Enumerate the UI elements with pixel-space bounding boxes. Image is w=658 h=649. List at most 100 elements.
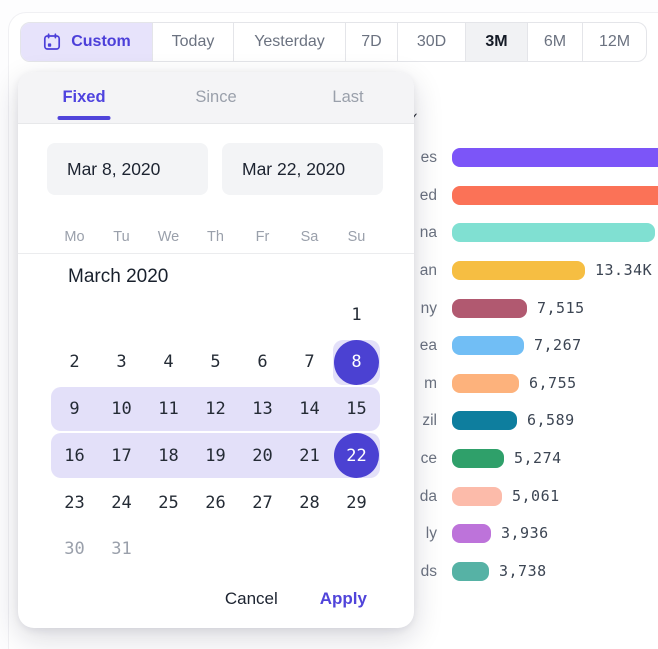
calendar-day-10[interactable]: 10 — [111, 398, 132, 419]
calendar-day-23[interactable]: 23 — [64, 492, 85, 513]
range-option-label: Yesterday — [254, 33, 325, 50]
range-option-label: 12M — [598, 33, 631, 50]
picker-footer: Cancel Apply — [225, 589, 367, 609]
active-tab-underline — [57, 116, 111, 120]
chart-category-label: an — [419, 262, 437, 279]
calendar-icon — [44, 33, 61, 50]
calendar-day-21[interactable]: 21 — [299, 445, 320, 466]
chart-value-label: 3,936 — [501, 524, 549, 542]
calendar-day-2[interactable]: 2 — [69, 352, 80, 373]
range-option-12m[interactable]: 12M — [583, 23, 646, 61]
range-option-today[interactable]: Today — [153, 23, 234, 61]
date-picker-popup: Fixed Since Last Mar 8, 2020 Mar 22, 2020 … — [18, 72, 414, 628]
chart-bar — [452, 223, 655, 242]
chart-bar — [452, 524, 491, 543]
chart-category-label: ed — [419, 187, 437, 204]
picker-tab-last[interactable]: Last — [282, 72, 414, 123]
chart-category-label: ds — [420, 563, 437, 580]
calendar-day-8[interactable]: 8 — [334, 339, 379, 385]
divider — [18, 253, 414, 254]
chart-category-label: m — [424, 375, 437, 392]
calendar-day-1[interactable]: 1 — [351, 305, 362, 326]
range-option-label: Today — [171, 33, 215, 50]
calendar-week: 16 17 18 19 20 21 22 — [51, 432, 380, 479]
range-option-7d[interactable]: 7D — [346, 23, 398, 61]
range-option-yesterday[interactable]: Yesterday — [234, 23, 346, 61]
chart-value-label: 3,738 — [499, 562, 547, 580]
calendar-day-11[interactable]: 11 — [158, 398, 179, 419]
weekday-header-row: Mo Tu We Th Fr Sa Su — [51, 229, 380, 245]
calendar-week: 23 24 25 26 27 28 29 — [51, 479, 380, 526]
chart-value-label: 13.34K — [595, 261, 653, 279]
selected-range-band — [51, 433, 380, 479]
calendar-day-6[interactable]: 6 — [257, 352, 268, 373]
range-option-30d[interactable]: 30D — [398, 23, 466, 61]
weekday-header: Mo — [64, 229, 85, 245]
picker-tab-label: Since — [195, 88, 237, 106]
calendar-day-29[interactable]: 29 — [346, 492, 367, 513]
chart-value-label: 6,755 — [529, 374, 577, 392]
calendar-day-26[interactable]: 26 — [205, 492, 226, 513]
chart-category-label: ny — [420, 300, 437, 317]
calendar-day-27[interactable]: 27 — [252, 492, 273, 513]
weekday-header: Su — [347, 229, 366, 245]
chart-value-label: 6,589 — [527, 411, 575, 429]
calendar-day-9[interactable]: 9 — [69, 398, 80, 419]
start-date-input[interactable]: Mar 8, 2020 — [47, 143, 208, 195]
picker-tab-since[interactable]: Since — [150, 72, 282, 123]
chart-bar — [452, 336, 524, 355]
chart-bar — [452, 487, 502, 506]
month-title: March 2020 — [68, 266, 169, 287]
range-option-label: 30D — [416, 33, 447, 50]
calendar-day-28[interactable]: 28 — [299, 492, 320, 513]
calendar-week: 9 10 11 12 13 14 15 — [51, 386, 380, 433]
calendar-day-22[interactable]: 22 — [334, 433, 379, 479]
calendar-grid: 1 2 3 4 5 6 7 8 9 10 11 12 13 14 15 16 17 18 19 20 21 22 23 24 2… — [51, 292, 380, 573]
calendar-day-14[interactable]: 14 — [299, 398, 320, 419]
chart-category-label: zil — [422, 412, 437, 429]
chart-category-label: da — [419, 488, 437, 505]
calendar-day-13[interactable]: 13 — [252, 398, 273, 419]
calendar-day-5[interactable]: 5 — [210, 352, 221, 373]
chart-bar — [452, 374, 519, 393]
range-option-custom[interactable]: Custom — [21, 23, 153, 61]
range-option-label: Custom — [71, 33, 131, 50]
picker-tab-fixed[interactable]: Fixed — [18, 72, 150, 123]
chart-value-label: 5,061 — [512, 487, 560, 505]
chart-category-label: na — [419, 224, 437, 241]
calendar-day-7[interactable]: 7 — [304, 352, 315, 373]
chart-value-label: 7,515 — [537, 299, 585, 317]
calendar-day-15[interactable]: 15 — [346, 398, 367, 419]
end-date-value: Mar 22, 2020 — [242, 158, 346, 179]
calendar-day-31: 31 — [111, 539, 132, 560]
chart-category-label: ly — [425, 525, 437, 542]
weekday-header: Sa — [300, 229, 319, 245]
calendar-day-3[interactable]: 3 — [116, 352, 127, 373]
date-range-toolbar: Custom Today Yesterday 7D 30D 3M 6M 12M — [20, 22, 647, 62]
weekday-header: We — [157, 229, 180, 245]
calendar-day-4[interactable]: 4 — [163, 352, 174, 373]
calendar-day-30: 30 — [64, 539, 85, 560]
chart-bar — [452, 562, 489, 581]
calendar-day-19[interactable]: 19 — [205, 445, 226, 466]
calendar-day-20[interactable]: 20 — [252, 445, 273, 466]
picker-tab-label: Last — [332, 88, 364, 106]
range-option-label: 3M — [485, 33, 508, 50]
cancel-button[interactable]: Cancel — [224, 589, 278, 608]
chart-bar — [452, 186, 658, 205]
picker-tabs: Fixed Since Last — [18, 72, 414, 124]
calendar-day-17[interactable]: 17 — [111, 445, 132, 466]
start-date-value: Mar 8, 2020 — [67, 158, 161, 179]
calendar-day-18[interactable]: 18 — [158, 445, 179, 466]
calendar-day-24[interactable]: 24 — [111, 492, 132, 513]
range-option-6m[interactable]: 6M — [528, 23, 583, 61]
apply-button[interactable]: Apply — [319, 589, 367, 608]
calendar-day-12[interactable]: 12 — [205, 398, 226, 419]
calendar-day-16[interactable]: 16 — [64, 445, 85, 466]
calendar-day-25[interactable]: 25 — [158, 492, 179, 513]
range-option-3m[interactable]: 3M — [466, 23, 528, 61]
end-date-input[interactable]: Mar 22, 2020 — [222, 143, 383, 195]
calendar-week: 1 — [51, 292, 380, 339]
